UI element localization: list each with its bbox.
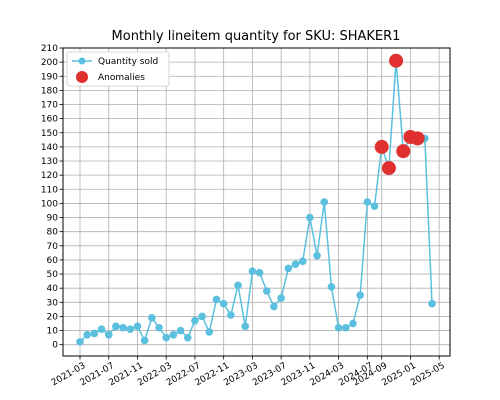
y-tick-label: 0 <box>52 341 58 351</box>
legend-label-quantity: Quantity sold <box>98 57 158 67</box>
quantity-point <box>327 282 336 291</box>
quantity-point <box>148 314 156 322</box>
quantity-point <box>119 323 127 332</box>
quantity-point <box>155 323 163 332</box>
y-tick-label: 140 <box>41 143 58 153</box>
y-tick-label: 80 <box>47 228 59 238</box>
quantity-point <box>83 331 91 339</box>
y-tick-label: 10 <box>47 327 59 337</box>
legend-marker-quantity <box>78 57 86 65</box>
legend-label-anomalies: Anomalies <box>98 73 145 83</box>
y-tick-label: 200 <box>41 58 58 68</box>
quantity-point <box>234 281 242 290</box>
quantity-point <box>241 322 250 331</box>
quantity-point <box>313 251 321 260</box>
quantity-point <box>219 299 228 308</box>
quantity-point <box>198 312 206 321</box>
quantity-point <box>76 338 84 346</box>
quantity-point <box>227 311 235 319</box>
quantity-point <box>140 336 149 345</box>
quantity-point <box>248 267 257 276</box>
quantity-point <box>356 291 364 300</box>
anomaly-point <box>381 161 396 176</box>
quantity-point <box>176 326 185 335</box>
y-tick-label: 150 <box>41 129 58 139</box>
quantity-point <box>349 319 357 328</box>
quantity-point <box>90 329 99 338</box>
quantity-point <box>334 323 343 332</box>
quantity-point <box>298 257 307 266</box>
quantity-point <box>291 260 300 268</box>
y-tick-label: 170 <box>41 101 58 111</box>
quantity-point <box>183 333 192 342</box>
quantity-point <box>284 264 293 273</box>
quantity-point <box>306 213 314 222</box>
y-tick-label: 30 <box>47 298 59 308</box>
y-tick-label: 50 <box>47 270 59 280</box>
legend: Quantity sold Anomalies <box>66 51 170 87</box>
plot-frame <box>62 47 451 357</box>
quantity-point <box>262 287 271 295</box>
anomaly-point <box>410 131 425 146</box>
quantity-point <box>112 322 120 331</box>
quantity-point <box>255 268 264 277</box>
quantity-point <box>320 198 329 206</box>
quantity-point <box>97 325 106 333</box>
anomaly-point <box>374 139 389 154</box>
y-tick-label: 90 <box>47 214 59 224</box>
quantity-point <box>341 323 350 332</box>
legend-marker-anomalies <box>76 71 88 83</box>
chart-title: Monthly lineitem quantity for SKU: SHAKE… <box>112 29 401 44</box>
y-tick-label: 180 <box>41 86 58 96</box>
quantity-point <box>191 316 199 325</box>
quantity-point <box>212 295 221 304</box>
quantity-point <box>126 325 135 333</box>
quantity-point <box>277 294 285 302</box>
y-tick-label: 190 <box>41 72 58 82</box>
y-tick-label: 130 <box>41 157 58 167</box>
quantity-point <box>104 331 113 339</box>
quantity-point <box>169 331 178 339</box>
quantity-point <box>363 198 372 206</box>
y-tick-label: 100 <box>41 199 58 209</box>
quantity-point <box>428 299 436 308</box>
y-tick-label: 160 <box>41 115 58 125</box>
y-axis: 0 10 20 30 40 50 60 70 80 90 100 110 120 130 140 150 160… <box>41 44 63 351</box>
quantity-point <box>133 322 142 331</box>
anomaly-point <box>389 53 404 68</box>
quantity-point <box>205 328 214 336</box>
quantity-point <box>370 202 379 211</box>
anomaly-point <box>396 144 411 159</box>
quantity-point <box>162 333 171 342</box>
quantity-point <box>270 302 278 311</box>
y-tick-label: 210 <box>41 44 58 54</box>
anomalies-group <box>374 53 425 176</box>
legend-box <box>66 51 170 87</box>
y-tick-label: 40 <box>47 284 59 294</box>
y-tick-label: 60 <box>47 256 59 266</box>
y-tick-label: 20 <box>47 312 59 322</box>
y-tick-label: 110 <box>41 185 58 195</box>
y-tick-label: 120 <box>41 171 58 181</box>
y-tick-label: 70 <box>47 242 59 252</box>
